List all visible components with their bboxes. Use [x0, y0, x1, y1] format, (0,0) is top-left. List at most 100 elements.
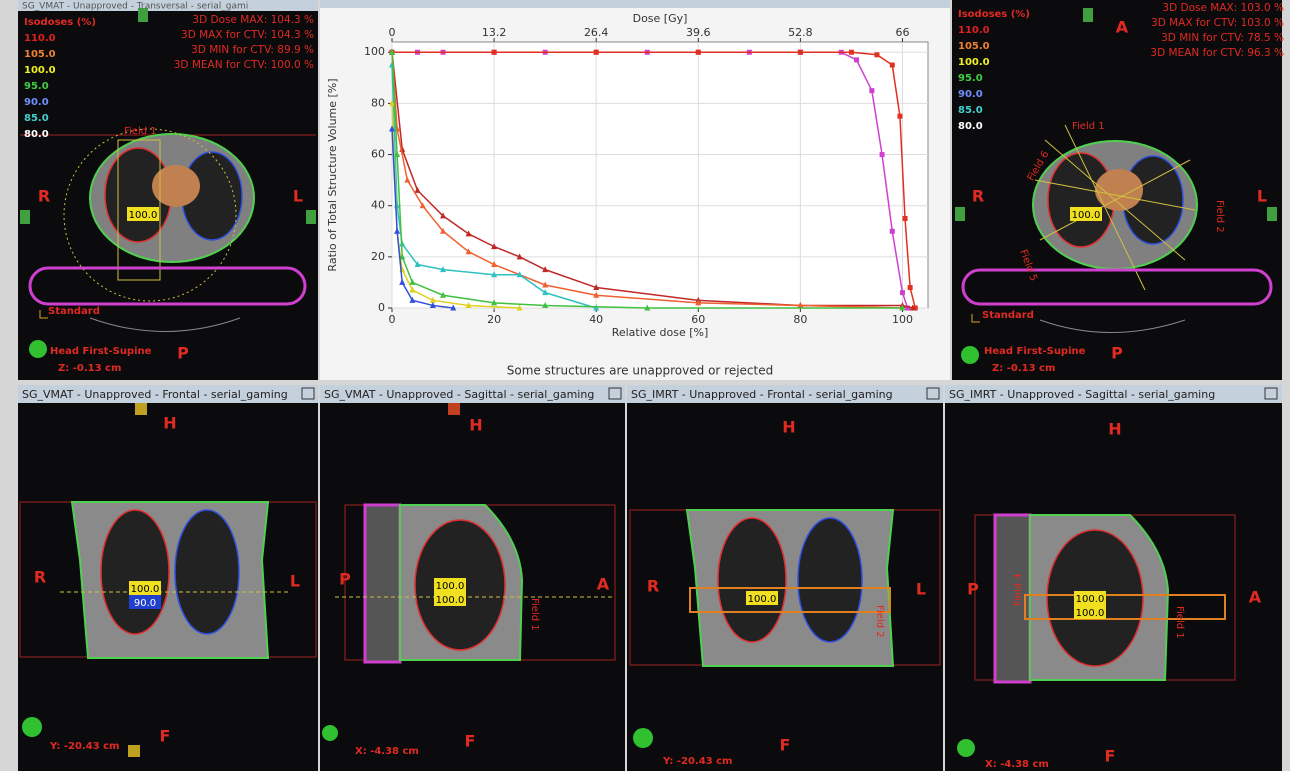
orientation-bottom: F [465, 732, 476, 751]
isodose-level: 80.0 [24, 129, 49, 140]
y-tick-label: 40 [371, 199, 385, 212]
slice-position: X: -4.38 cm [355, 746, 419, 757]
x2-tick-label: 39.6 [686, 26, 711, 39]
dvh-marker [869, 88, 874, 93]
dose-stat: 3D MIN for CTV: 78.5 % [1161, 32, 1284, 44]
dose-stat: 3D MAX for CTV: 103.0 % [1151, 17, 1284, 29]
dvh-marker [849, 50, 854, 55]
lung-right [101, 510, 169, 634]
orientation-anterior: A [1116, 18, 1129, 37]
lung-left [798, 518, 862, 642]
orientation-marker [20, 210, 30, 224]
couch [365, 505, 400, 662]
field-label: Field 1 [529, 598, 540, 631]
x2-tick-label: 13.2 [482, 26, 507, 39]
dvh-marker [696, 50, 701, 55]
y-tick-label: 100 [364, 45, 385, 58]
dvh-marker [908, 285, 913, 290]
y-tick-label: 60 [371, 148, 385, 161]
dvh-marker [900, 290, 905, 295]
orientation-marker [1083, 8, 1093, 22]
panel-title: SG_IMRT - Unapproved - Sagittal - serial… [949, 388, 1215, 401]
dose-label: 100.0 [1076, 594, 1105, 605]
isodose-heading: Isodoses (%) [958, 9, 1030, 20]
slice-position: Z: -0.13 cm [58, 363, 121, 374]
orientation-marker [306, 210, 316, 224]
dose-label: 100.0 [748, 594, 777, 605]
y-tick-label: 20 [371, 250, 385, 263]
isodose-level: 85.0 [958, 105, 983, 116]
isodose-level: 85.0 [24, 113, 49, 124]
slice-position: Y: -20.43 cm [662, 756, 732, 767]
heart [152, 165, 200, 207]
heart [1095, 169, 1143, 211]
panel-title: SG_IMRT - Unapproved - Frontal - serial_… [631, 388, 893, 401]
page: SG_VMAT - Unapproved - Transversal - ser… [0, 0, 1290, 771]
plot-area [392, 42, 928, 308]
isodose-level: 95.0 [24, 81, 49, 92]
lung-left [175, 510, 239, 634]
y-tick-label: 0 [378, 301, 385, 314]
orientation-left: R [647, 577, 659, 596]
lung-right [718, 518, 786, 642]
isodose-level: 90.0 [24, 97, 49, 108]
dvh-marker [492, 50, 497, 55]
patient-icon [22, 717, 42, 737]
slice-position: Y: -20.43 cm [49, 741, 119, 752]
dose-label: 100.0 [1076, 608, 1105, 619]
patient-icon [957, 739, 975, 757]
field-label: Field 1 [1072, 121, 1105, 132]
orientation-right: L [293, 187, 303, 206]
screen: SG_VMAT - Unapproved - Transversal - ser… [0, 0, 1290, 771]
dose-label: 100.0 [436, 595, 465, 606]
patient-orientation: Head First-Supine [50, 346, 152, 357]
orientation-posterior: P [177, 344, 189, 363]
dvh-marker [854, 57, 859, 62]
slice-position: Z: -0.13 cm [992, 363, 1055, 374]
x2-tick-label: 52.8 [788, 26, 813, 39]
orientation-marker [955, 207, 965, 221]
title-bar[interactable] [320, 0, 950, 8]
isodose-level: 100.0 [24, 65, 56, 76]
y-axis-label: Ratio of Total Structure Volume [%] [326, 78, 339, 271]
orientation-top: H [1108, 420, 1121, 439]
dvh-marker [798, 50, 803, 55]
orientation-left: P [967, 580, 979, 599]
isodose-level: 110.0 [958, 25, 990, 36]
patient-icon [29, 340, 47, 358]
panel-title: SG_VMAT - Unapproved - Sagittal - serial… [324, 388, 594, 401]
x-tick-label: 20 [487, 313, 501, 326]
orientation-posterior: P [1111, 344, 1123, 363]
dose-stat: 3D MEAN for CTV: 100.0 % [174, 59, 314, 71]
orientation-right: A [1249, 588, 1262, 607]
x2-tick-label: 66 [895, 26, 909, 39]
isodose-level: 80.0 [958, 121, 983, 132]
isodose-level: 100.0 [958, 57, 990, 68]
x-tick-label: 40 [589, 313, 603, 326]
patient-orientation: Head First-Supine [984, 346, 1086, 357]
orientation-right: L [916, 580, 926, 599]
orientation-left: R [38, 187, 50, 206]
isodose-level: 95.0 [958, 73, 983, 84]
protocol: Standard [982, 310, 1034, 321]
x-tick-label: 80 [793, 313, 807, 326]
patient-icon [322, 725, 338, 741]
panel-title: SG_VMAT - Unapproved - Frontal - serial_… [22, 388, 288, 401]
field-label: Field 4 [1013, 573, 1024, 606]
orientation-marker [128, 745, 140, 757]
orientation-top: H [163, 414, 176, 433]
dose-label: 100.0 [129, 210, 158, 221]
orientation-marker [1267, 207, 1277, 221]
dvh-marker [897, 114, 902, 119]
dose-stat: 3D Dose MAX: 103.0 % [1162, 2, 1284, 14]
dose-stat: 3D MEAN for CTV: 96.3 % [1150, 47, 1284, 59]
field-label: Field 1 [1174, 606, 1185, 639]
dose-stat: 3D Dose MAX: 104.3 % [192, 14, 314, 26]
orientation-bottom: F [780, 736, 791, 755]
dvh-marker [874, 52, 879, 57]
x-tick-label: 100 [892, 313, 913, 326]
dose-stat: 3D MIN for CTV: 89.9 % [191, 44, 314, 56]
patient-icon [633, 728, 653, 748]
dvh-marker [594, 50, 599, 55]
orientation-left: P [339, 570, 351, 589]
